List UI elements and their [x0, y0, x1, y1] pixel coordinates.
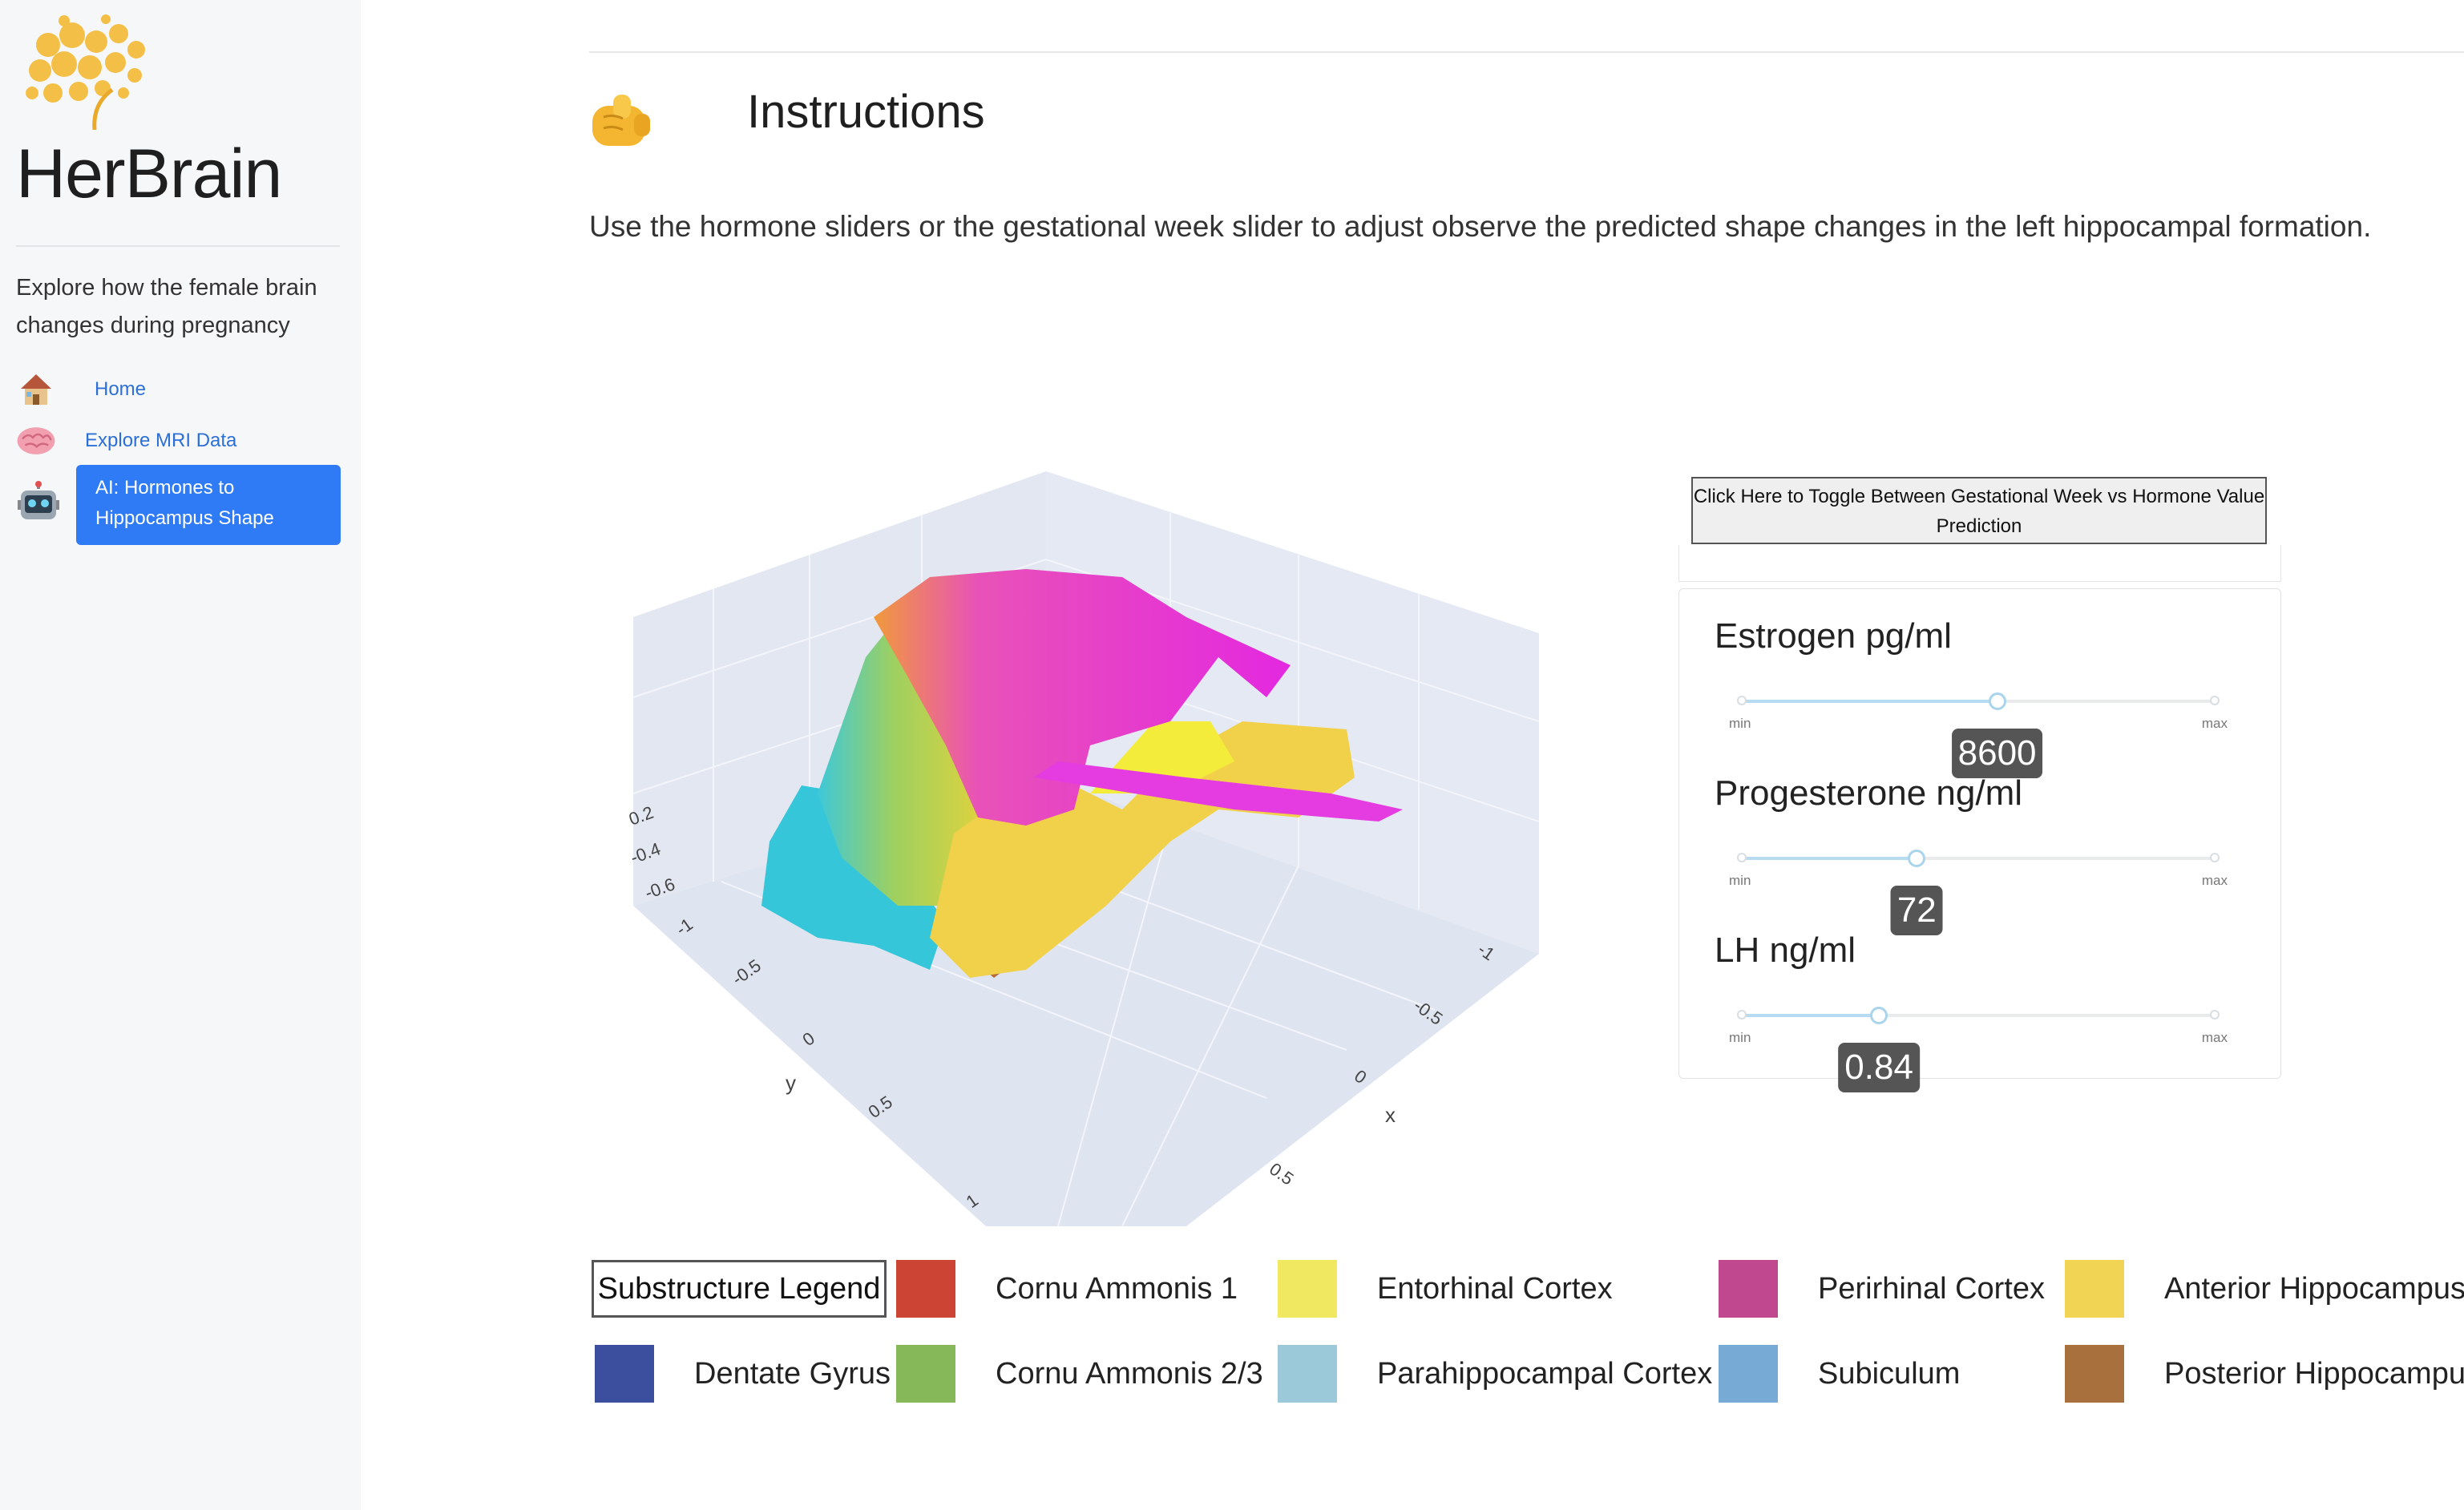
- legend-label: Posterior Hippocampus: [2164, 1356, 2464, 1391]
- legend-label: Anterior Hippocampus: [2164, 1271, 2464, 1306]
- legend-item: Cornu Ammonis 2/3: [896, 1345, 1263, 1403]
- substructure-cyan: [761, 785, 946, 970]
- top-divider: [589, 51, 2464, 53]
- slider-handle[interactable]: [1908, 850, 1926, 867]
- legend-label: Subiculum: [1818, 1356, 1961, 1391]
- pointing-hand-icon: [589, 90, 656, 151]
- legend-swatch: [2065, 1260, 2124, 1318]
- sidebar-item-explore-mri[interactable]: Explore MRI Data: [16, 415, 236, 466]
- slider-max-label: max: [2201, 1030, 2228, 1045]
- estrogen-label: Estrogen pg/ml: [1715, 616, 1952, 656]
- progesterone-slider[interactable]: min max 72: [1729, 849, 2228, 935]
- slider-track: [1742, 1014, 2215, 1017]
- sidebar-item-ai-hormones[interactable]: AI: Hormones to Hippocampus Shape: [76, 465, 341, 545]
- slider-min-cap: [1737, 696, 1747, 705]
- house-icon: [16, 369, 56, 410]
- legend-item: Cornu Ammonis 1: [896, 1260, 1238, 1318]
- legend-item: Perirhinal Cortex: [1719, 1260, 2045, 1318]
- slider-max-cap: [2210, 1010, 2220, 1019]
- x-axis-label: x: [1385, 1103, 1396, 1127]
- slider-fill: [1742, 1014, 1880, 1017]
- sidebar-divider: [16, 245, 340, 247]
- herbrain-logo: [26, 14, 145, 130]
- substructure-magenta-ribbon: [1034, 761, 1403, 822]
- slider-min-label: min: [1729, 1030, 1751, 1045]
- estrogen-slider[interactable]: min max 8600: [1729, 692, 2228, 778]
- hippocampus-3d-plot[interactable]: 0.2 -0.4 -0.6 -1 -0.5 0 0.5 1 y -1 -0.5 …: [609, 457, 1539, 1226]
- legend-label: Cornu Ammonis 2/3: [996, 1356, 1263, 1391]
- substructure-legend-title: Substructure Legend: [592, 1260, 887, 1318]
- brain-icon: [16, 421, 56, 461]
- y-axis-label: y: [786, 1071, 796, 1095]
- legend-swatch: [1278, 1345, 1337, 1403]
- sidebar-item-label[interactable]: Explore MRI Data: [85, 430, 237, 451]
- slider-max-cap: [2210, 853, 2220, 862]
- legend-swatch: [896, 1345, 955, 1403]
- slider-fill: [1742, 700, 1997, 703]
- legend-swatch: [1278, 1260, 1337, 1318]
- legend-item: Dentate Gyrus: [595, 1345, 891, 1403]
- legend-swatch: [1719, 1345, 1778, 1403]
- legend-label: Perirhinal Cortex: [1818, 1271, 2045, 1306]
- x-tick: 0.5: [1266, 1159, 1297, 1189]
- substructure-magenta: [874, 569, 1291, 826]
- legend-label: Dentate Gyrus: [694, 1356, 891, 1391]
- slider-max-label: max: [2201, 716, 2228, 731]
- slider-handle[interactable]: [1988, 692, 2006, 710]
- slider-min-cap: [1737, 1010, 1747, 1019]
- legend-label: Entorhinal Cortex: [1377, 1271, 1613, 1306]
- slider-track: [1742, 857, 2215, 860]
- legend-item: Posterior Hippocampus: [2065, 1345, 2464, 1403]
- slider-handle[interactable]: [1870, 1007, 1888, 1024]
- legend-label: Parahippocampal Cortex: [1377, 1356, 1713, 1391]
- toggle-panel-spacer: [1678, 545, 2281, 582]
- slider-value-badge: 8600: [1951, 729, 2043, 778]
- lh-label: LH ng/ml: [1715, 931, 1856, 970]
- instructions-text: Use the hormone sliders or the gestation…: [589, 210, 2372, 243]
- legend-item: Entorhinal Cortex: [1278, 1260, 1613, 1318]
- slider-min-label: min: [1729, 716, 1751, 731]
- legend-item: Subiculum: [1719, 1345, 1960, 1403]
- legend-swatch: [1719, 1260, 1778, 1318]
- instructions-title: Instructions: [747, 86, 985, 138]
- slider-min-label: min: [1729, 873, 1751, 888]
- hormone-slider-panel: Estrogen pg/ml min max 8600 Progesterone…: [1678, 588, 2281, 1092]
- legend-swatch: [595, 1345, 654, 1403]
- robot-icon: [16, 481, 61, 526]
- slider-value-badge: 0.84: [1838, 1043, 1920, 1092]
- legend-swatch: [2065, 1345, 2124, 1403]
- legend-label: Cornu Ammonis 1: [996, 1271, 1238, 1306]
- lh-slider[interactable]: min max 0.84: [1729, 1006, 2228, 1092]
- slider-max-cap: [2210, 696, 2220, 705]
- legend-item: Parahippocampal Cortex: [1278, 1345, 1712, 1403]
- plot-back-wall-right: [1046, 471, 1539, 954]
- slider-value-badge: 72: [1890, 886, 1943, 935]
- slider-max-label: max: [2201, 873, 2228, 888]
- sidebar-item-label[interactable]: Home: [95, 378, 147, 400]
- sidebar: HerBrain Explore how the female brain ch…: [0, 0, 361, 1510]
- sidebar-item-home[interactable]: Home: [16, 364, 146, 415]
- tagline: Explore how the female brain changes dur…: [16, 275, 317, 338]
- legend-item: Anterior Hippocampus: [2065, 1260, 2464, 1318]
- progesterone-label: Progesterone ng/ml: [1715, 773, 2022, 813]
- slider-fill: [1742, 857, 1917, 860]
- legend-swatch: [896, 1260, 955, 1318]
- toggle-prediction-mode-button[interactable]: Click Here to Toggle Between Gestational…: [1691, 477, 2267, 544]
- slider-min-cap: [1737, 853, 1747, 862]
- brand-name: HerBrain: [16, 135, 282, 212]
